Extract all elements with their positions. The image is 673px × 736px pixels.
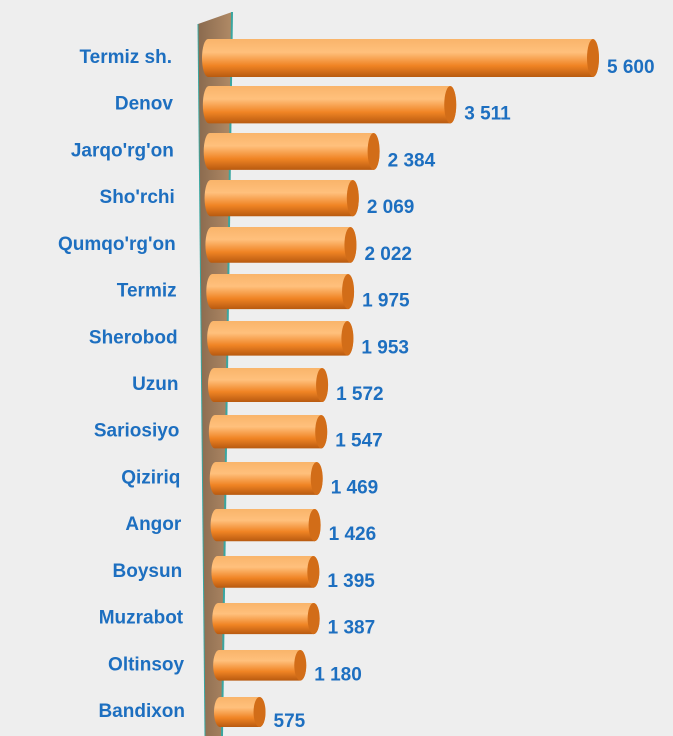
value-label: 1 572 [336, 384, 384, 405]
value-label: 575 [274, 711, 306, 732]
value-label: 1 426 [329, 524, 377, 545]
value-label: 1 469 [331, 477, 379, 498]
bar [202, 39, 599, 77]
bar-cap [308, 509, 321, 542]
category-label: Bandixon [98, 701, 185, 722]
value-label: 1 180 [314, 664, 362, 685]
category-label: Oltinsoy [108, 654, 184, 675]
bar [208, 368, 329, 402]
bar [213, 650, 307, 681]
bar [202, 86, 457, 124]
value-label: 1 547 [335, 431, 383, 452]
bar-cap [367, 133, 380, 170]
value-label: 1 975 [362, 291, 410, 312]
category-label: Termiz [117, 281, 177, 302]
bar-cap [342, 274, 355, 310]
bar-cap [341, 321, 354, 356]
wall-edge [197, 23, 206, 736]
bar-cap [587, 39, 599, 77]
value-label: 3 511 [464, 104, 511, 125]
bar [205, 227, 357, 263]
bar [204, 180, 359, 217]
category-label: Termiz sh. [79, 47, 172, 68]
bar-cap [253, 697, 266, 727]
bar-cap [315, 415, 328, 449]
category-label: Jarqo'rg'on [71, 140, 174, 161]
bar [211, 556, 320, 588]
bar-cap [307, 556, 320, 588]
bar [214, 697, 266, 727]
bar-cap [444, 86, 457, 124]
category-label: Sariosiyo [94, 421, 180, 442]
bar [208, 415, 328, 449]
bar-cap [294, 650, 307, 681]
category-label: Sho'rchi [100, 187, 175, 208]
value-label: 2 384 [388, 150, 436, 171]
bar-cap [344, 227, 357, 263]
category-label: Angor [125, 514, 182, 535]
value-label: 1 387 [328, 618, 376, 639]
bar [206, 274, 355, 310]
category-label: Denov [115, 94, 174, 115]
category-label: Sherobod [89, 327, 178, 348]
value-label: 1 953 [361, 337, 409, 358]
bar [203, 133, 380, 170]
bar [209, 462, 323, 495]
value-label: 2 069 [367, 197, 415, 218]
bar [210, 509, 321, 542]
bar-cap [346, 180, 359, 217]
category-label: Muzrabot [99, 608, 184, 629]
category-label: Qumqo'rg'on [58, 234, 176, 255]
category-label: Boysun [113, 561, 183, 582]
bar-cap [307, 603, 320, 635]
value-label: 2 022 [364, 244, 412, 265]
bar [212, 603, 320, 635]
value-label: 1 395 [327, 571, 375, 592]
bar-cap [310, 462, 323, 495]
bar [207, 321, 354, 356]
category-label: Uzun [132, 374, 178, 395]
bar-cap [316, 368, 329, 402]
value-label: 5 600 [607, 57, 655, 78]
category-label: Qiziriq [121, 467, 180, 488]
